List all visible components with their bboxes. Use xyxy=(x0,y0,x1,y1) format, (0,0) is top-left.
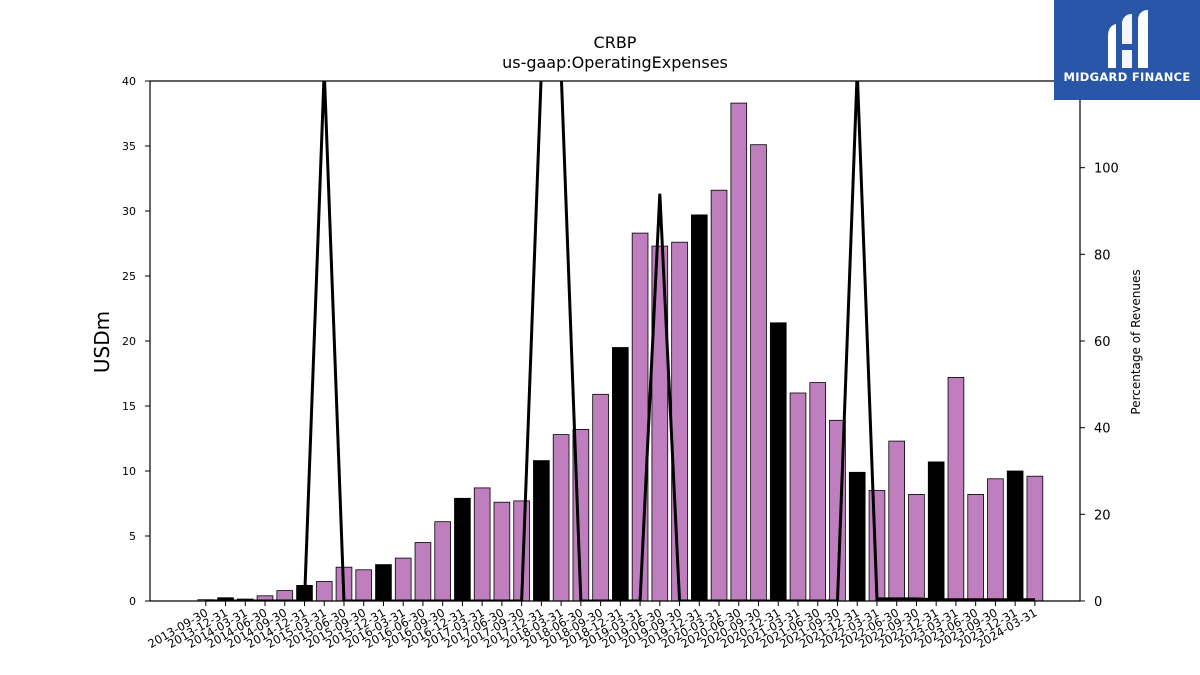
bar xyxy=(691,214,708,602)
bar xyxy=(414,542,432,602)
y-tick-label: 20 xyxy=(122,335,136,348)
y2-tick-label: 20 xyxy=(1094,508,1111,523)
bar xyxy=(927,461,945,602)
y2-tick-label: 0 xyxy=(1094,595,1102,610)
bar xyxy=(552,434,570,602)
bar xyxy=(612,347,629,602)
bar xyxy=(750,144,767,602)
y-tick-label: 30 xyxy=(122,205,136,218)
bar xyxy=(394,557,412,602)
brand-name: MIDGARD FINANCE xyxy=(1063,70,1191,84)
bar xyxy=(375,564,392,602)
y-axis-label: USDm xyxy=(90,311,114,373)
chart-subtitle: us-gaap:OperatingExpenses xyxy=(502,53,728,72)
chart-title: CRBP xyxy=(594,33,637,52)
bar xyxy=(276,590,294,602)
bar xyxy=(434,521,451,602)
y-tick-label: 0 xyxy=(129,595,136,608)
y-tick-label: 5 xyxy=(129,530,136,543)
bar xyxy=(473,487,491,602)
bar xyxy=(848,471,866,602)
bar xyxy=(454,497,471,602)
y2-tick-label: 60 xyxy=(1094,335,1111,350)
bar xyxy=(888,440,905,602)
bar xyxy=(592,393,609,602)
y-tick-label: 35 xyxy=(122,140,136,153)
y-tick-label: 15 xyxy=(122,400,136,413)
y-tick-label: 25 xyxy=(122,270,136,283)
bar xyxy=(947,376,965,602)
y2-axis-label: Percentage of Revenues xyxy=(1129,269,1143,414)
y-tick-label: 40 xyxy=(122,75,136,88)
y2-tick-label: 40 xyxy=(1094,422,1111,437)
bar xyxy=(671,241,688,602)
y-tick-label: 10 xyxy=(122,465,136,478)
bar xyxy=(1006,470,1024,602)
bar xyxy=(730,102,748,602)
bar xyxy=(908,493,925,602)
logo-mark-icon xyxy=(1108,10,1148,68)
percentage-line xyxy=(205,81,1035,601)
bar xyxy=(355,569,373,602)
bar xyxy=(809,382,827,602)
brand-logo: MIDGARD FINANCE xyxy=(1054,0,1200,100)
bar xyxy=(315,581,333,602)
bar xyxy=(631,232,649,602)
bar xyxy=(710,189,728,602)
bar xyxy=(967,493,984,602)
bar xyxy=(533,460,550,602)
y2-tick-label: 100 xyxy=(1094,162,1119,177)
bar xyxy=(987,478,1004,602)
bar xyxy=(1026,475,1044,602)
bar xyxy=(493,501,511,602)
bar xyxy=(769,322,787,602)
bar xyxy=(789,392,807,602)
y2-tick-label: 80 xyxy=(1094,248,1111,263)
